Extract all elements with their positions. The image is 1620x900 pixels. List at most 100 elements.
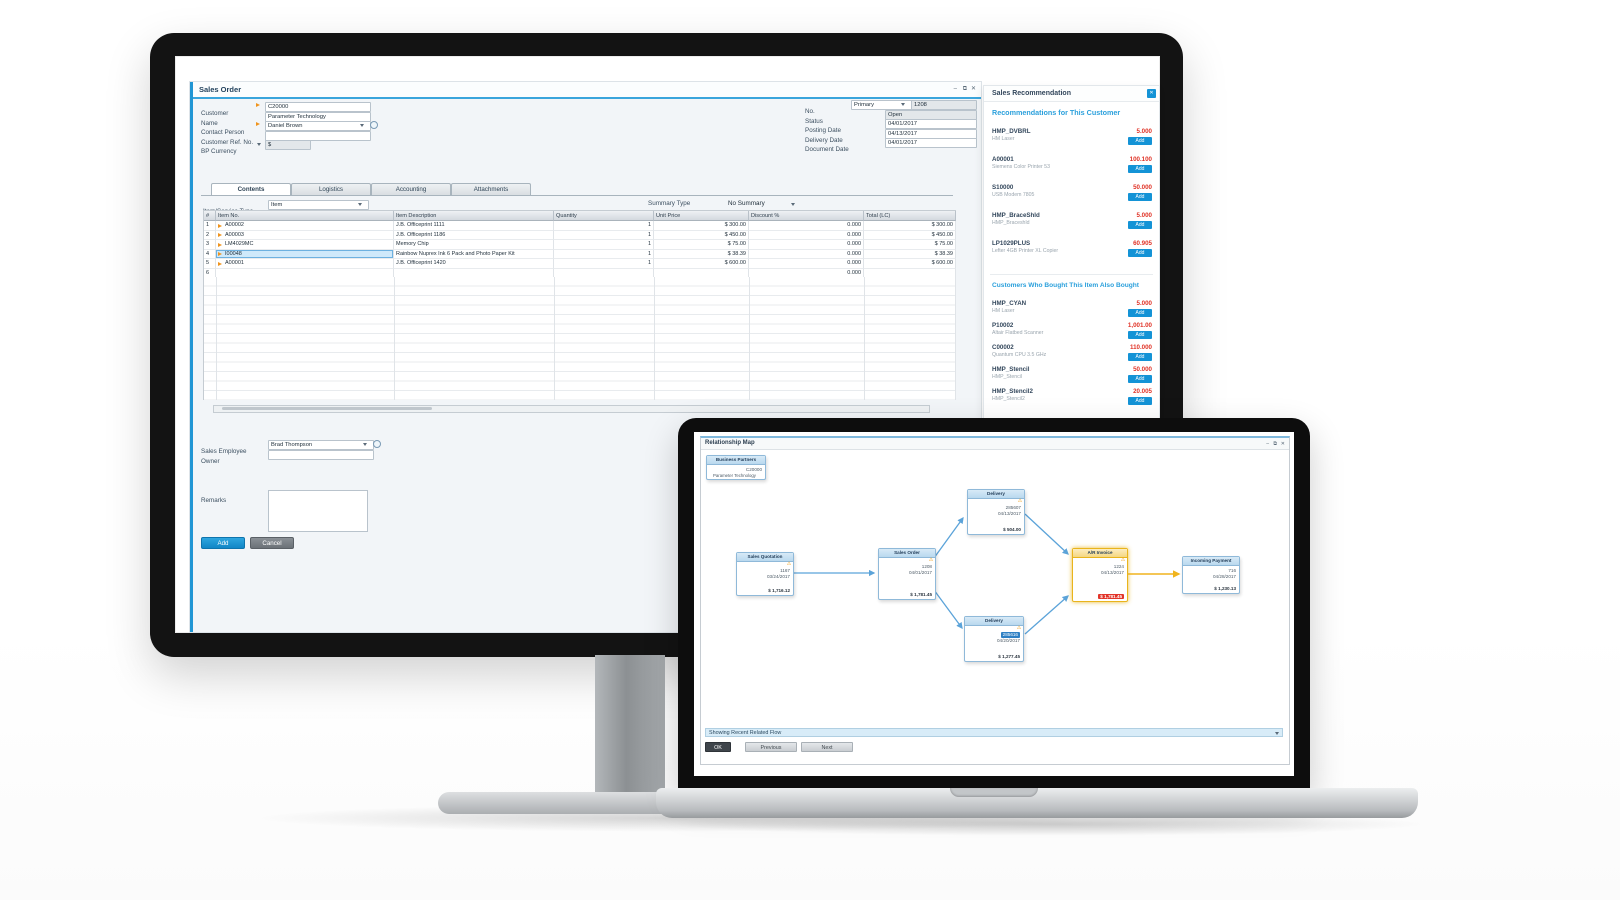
chevron-down-icon[interactable] [791,203,795,206]
node-sales-quotation[interactable]: Sales Quotation ⚠ 1167 03/24/2017 $ 1,71… [736,552,794,596]
col-header-discount[interactable]: Discount % [749,211,864,221]
link-arrow-icon[interactable] [256,103,260,107]
add-item-button[interactable]: Add [1128,330,1152,339]
cell-qty[interactable]: 1 [554,249,654,259]
cell-desc[interactable]: Rainbow Nuprex Ink 6 Pack and Photo Pape… [394,249,554,259]
node-business-partners[interactable]: Business Partners C20000 Parameter Techn… [706,455,766,480]
cell-unitprice[interactable]: $ 300.00 [654,221,749,231]
add-item-button[interactable]: Add [1128,308,1152,317]
item-name[interactable]: HMP_CYAN [992,300,1027,307]
cell-itemno[interactable]: A00002 [216,221,394,231]
cell-num[interactable]: 1 [204,221,216,231]
customer-ref-input[interactable] [265,130,371,141]
horizontal-scrollbar[interactable] [213,405,930,413]
cell-qty[interactable]: 1 [554,230,654,240]
table-row[interactable]: 3 LM4029MC Memory Chip 1 $ 75.00 0.000 $… [204,240,956,250]
minimize-icon[interactable]: – [953,86,957,92]
cell-desc[interactable]: J.B. Officeprint 1111 [394,221,554,231]
node-incoming-payment[interactable]: Incoming Payment 716 04/28/2017 $ 1,230.… [1182,556,1240,594]
chevron-down-icon[interactable] [360,124,364,127]
cell-itemno-selected[interactable]: I00048 [216,249,394,259]
tab-contents[interactable]: Contents [211,183,291,195]
cell-num[interactable]: 3 [204,240,216,250]
cell-itemno[interactable]: LM4029MC [216,240,394,250]
add-item-button[interactable]: Add [1128,164,1152,173]
cell-total[interactable]: $ 450.00 [864,230,956,240]
table-row[interactable]: 5 A00001 J.B. Officeprint 1420 1 $ 600.0… [204,259,956,269]
item-name[interactable]: HMP_BraceShld [992,212,1040,219]
cell-num[interactable]: 4 [204,249,216,259]
cell-discount[interactable]: 0.000 [749,230,864,240]
choose-from-list-icon[interactable] [373,440,381,448]
item-name[interactable]: HMP_DVBRL [992,128,1031,135]
col-header-unitprice[interactable]: Unit Price [654,211,749,221]
item-name[interactable]: S10000 [992,184,1014,191]
cell-unitprice[interactable]: $ 600.00 [654,259,749,269]
cell-total[interactable]: $ 300.00 [864,221,956,231]
item-name[interactable]: HMP_Stencil2 [992,388,1033,395]
cell-discount[interactable]: 0.000 [749,240,864,250]
link-arrow-icon[interactable] [218,233,222,237]
add-item-button[interactable]: Add [1128,396,1152,405]
link-arrow-icon[interactable] [218,223,222,228]
node-delivery-bottom[interactable]: Delivery ⚠ 285616 04/20/2017 $ 1,277.45 [964,616,1024,662]
add-item-button[interactable]: Add [1128,248,1152,257]
document-date-input[interactable]: 04/01/2017 [885,138,977,148]
sales-employee-select[interactable]: Brad Thompson [268,440,374,450]
table-row-selected[interactable]: 4 I00048 Rainbow Nuprex Ink 6 Pack and P… [204,249,956,259]
cell-desc[interactable]: Memory Chip [394,240,554,250]
cell-discount[interactable]: 0.000 [749,259,864,269]
node-delivery-top[interactable]: Delivery ⚠ 285607 04/13/2017 $ 504.00 [967,489,1025,535]
cell-desc[interactable]: J.B. Officeprint 1186 [394,230,554,240]
tab-logistics[interactable]: Logistics [291,183,371,195]
previous-button[interactable]: Previous [745,742,797,752]
chevron-down-icon[interactable] [901,103,905,106]
close-icon[interactable]: ✕ [970,86,976,92]
chevron-down-icon[interactable] [1275,732,1279,735]
customer-input[interactable]: C20000 [265,102,371,112]
cell-unitprice[interactable]: $ 38.39 [654,249,749,259]
col-header-itemno[interactable]: Item No. [216,211,394,221]
map-filter-bar[interactable]: Showing Recent Related Flow [705,728,1283,737]
cell-itemno[interactable]: A00003 [216,230,394,240]
table-row[interactable]: 2 A00003 J.B. Officeprint 1186 1 $ 450.0… [204,230,956,240]
cell-unitprice[interactable]: $ 450.00 [654,230,749,240]
bp-currency-value[interactable]: $ [265,140,311,150]
close-icon[interactable]: ✕ [1147,89,1156,98]
chevron-down-icon[interactable] [358,203,362,206]
link-arrow-icon[interactable] [218,242,222,247]
cell-qty[interactable]: 1 [554,240,654,250]
cell-total[interactable]: $ 600.00 [864,259,956,269]
tab-attachments[interactable]: Attachments [451,183,531,195]
cell-desc[interactable]: J.B. Officeprint 1420 [394,259,554,269]
item-name[interactable]: HMP_Stencil [992,366,1030,373]
posting-date-input[interactable]: 04/01/2017 [885,119,977,129]
add-item-button[interactable]: Add [1128,192,1152,201]
link-arrow-icon[interactable] [218,261,222,266]
add-item-button[interactable]: Add [1128,352,1152,361]
col-header-num[interactable]: # [204,211,216,221]
close-icon[interactable]: ✕ [1280,441,1285,447]
chevron-down-icon[interactable] [363,443,367,446]
cell-num[interactable]: 5 [204,259,216,269]
cell-total[interactable]: $ 75.00 [864,240,956,250]
add-item-button[interactable]: Add [1128,136,1152,145]
node-ar-invoice[interactable]: A/R Invoice ⚠ 1224 04/13/2017 $ 1,781.45 [1072,548,1128,602]
contact-person-select[interactable]: Daniel Brown [265,121,371,131]
cell-num[interactable]: 2 [204,230,216,240]
item-name[interactable]: P10002 [992,322,1014,329]
add-item-button[interactable]: Add [1128,374,1152,383]
remarks-textarea[interactable] [268,490,368,532]
chevron-down-icon[interactable] [257,143,261,146]
next-button[interactable]: Next [801,742,853,752]
cell-discount[interactable]: 0.000 [749,249,864,259]
restore-icon[interactable]: ⧉ [962,86,967,92]
col-header-qty[interactable]: Quantity [554,211,654,221]
cell-total[interactable]: $ 38.39 [864,249,956,259]
node-sales-order[interactable]: Sales Order ⚠ 1208 04/01/2017 $ 1,781.45 [878,548,936,600]
col-header-desc[interactable]: Item Description [394,211,554,221]
name-input[interactable]: Parameter Technology [265,111,371,122]
minimize-icon[interactable]: – [1266,441,1269,447]
item-name[interactable]: A00001 [992,156,1014,163]
item-service-type-select[interactable]: Item [268,200,369,210]
